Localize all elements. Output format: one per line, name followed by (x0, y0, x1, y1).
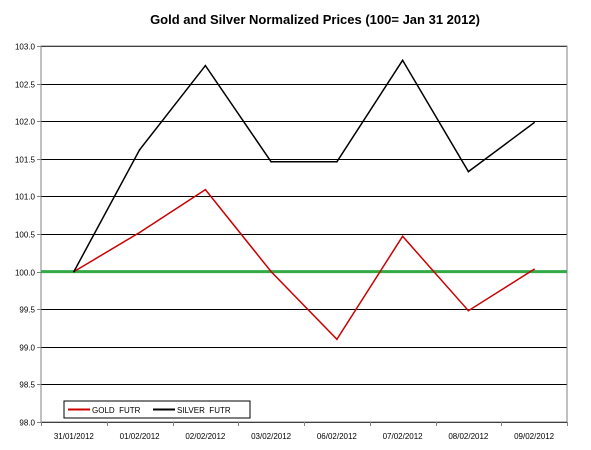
x-tick-label: 08/02/2012 (448, 432, 489, 441)
y-tick-label: 102.5 (15, 81, 36, 90)
silver-data-point (204, 64, 207, 67)
gold-data-point (138, 231, 141, 234)
x-tick-label: 09/02/2012 (514, 432, 555, 441)
silver-data-point (138, 148, 141, 151)
y-tick-label: 100.0 (15, 269, 36, 278)
gold-data-point (336, 338, 338, 341)
y-tick-label: 98.0 (19, 419, 35, 428)
gold-data-point (401, 235, 404, 238)
silver-data-point (533, 121, 535, 124)
x-tick-label: 01/02/2012 (120, 432, 161, 441)
legend: GOLD FUTR SILVER FUTR (63, 400, 251, 419)
y-tick-label: 101.5 (15, 156, 36, 165)
gold-data-point (204, 188, 207, 191)
y-tick-label: 101.0 (15, 193, 36, 202)
y-tick-label: 100.5 (15, 231, 36, 240)
x-tick-label: 02/02/2012 (185, 432, 226, 441)
x-tick-label: 03/02/2012 (251, 432, 292, 441)
silver-data-point (270, 161, 272, 163)
y-tick-label: 98.5 (19, 381, 35, 390)
y-axis: 98.0 98.5 99.0 99.5 100.0 100.5 101.0 101.5 102.… (15, 43, 41, 428)
silver-data-point (401, 59, 404, 62)
x-tick-label: 07/02/2012 (383, 432, 424, 441)
x-axis: 31/01/2012 01/02/2012 02/02/2012 03/02/2012… (41, 422, 568, 441)
silver-data-point (336, 161, 338, 163)
gold-data-point (467, 309, 470, 312)
y-tick-label: 99.0 (19, 344, 35, 353)
y-tick-label: 103.0 (15, 43, 36, 52)
series-group (73, 58, 535, 341)
gold-series-line (73, 188, 535, 341)
silver-data-point (467, 170, 470, 173)
chart-title: Gold and Silver Normalized Prices (100= … (150, 12, 480, 27)
y-tick-label: 99.5 (19, 306, 35, 315)
silver-data-point (73, 270, 75, 273)
y-tick-label: 102.0 (15, 118, 36, 127)
gold-data-point (270, 270, 272, 273)
x-tick-label: 31/01/2012 (54, 432, 95, 441)
silver-series-line (73, 58, 535, 272)
legend-gold-label: GOLD FUTR (92, 406, 141, 415)
x-tick-label: 06/02/2012 (317, 432, 358, 441)
grid (41, 46, 567, 423)
gold-data-point (533, 268, 535, 271)
legend-silver-label: SILVER FUTR (177, 406, 231, 415)
